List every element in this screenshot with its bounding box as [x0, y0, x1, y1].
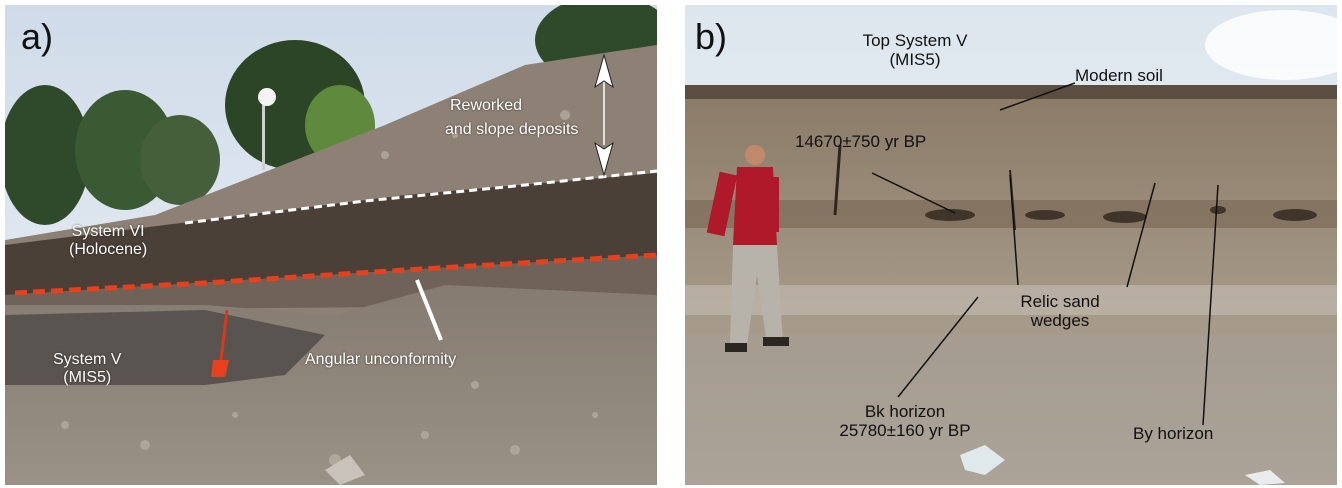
photo-panel-b: b) Top System V (MIS5) Modern soil 14670… [685, 5, 1337, 485]
top-system-v-label: Top System V (MIS5) [835, 31, 995, 69]
system-vi-label: System VI (Holocene) [69, 223, 147, 258]
reworked-line1: Reworked [450, 97, 523, 114]
panel-b-label: b) [695, 16, 728, 57]
system-v-line2: (MIS5) [63, 368, 112, 386]
bk-line2: 25780±160 yr BP [839, 420, 971, 440]
top-system-line2: (MIS5) [889, 49, 941, 69]
outcrop-photo-b [685, 5, 1337, 485]
outcrop-photo-a [5, 5, 657, 485]
system-v-line1: System V [53, 351, 122, 368]
reworked-label: Reworked [450, 97, 522, 115]
system-v-label: System V (MIS5) [53, 351, 121, 386]
bk-line1: Bk horizon [864, 402, 946, 421]
system-vi-line2: (Holocene) [69, 240, 148, 258]
top-system-line1: Top System V [862, 31, 968, 50]
reworked-line2: and slope deposits [445, 121, 579, 138]
relic-line2: wedges [1030, 310, 1090, 330]
relic-sand-wedges-label: Relic sand wedges [985, 292, 1135, 330]
by-horizon-label: By horizon [1133, 424, 1214, 443]
date-upper-label: 14670±750 yr BP [795, 132, 927, 151]
bk-horizon-label: Bk horizon 25780±160 yr BP [825, 402, 985, 440]
panel-a-label: a) [21, 16, 54, 57]
angular-unconformity-label: Angular unconformity [305, 351, 457, 368]
system-vi-line1: System VI [71, 223, 145, 240]
modern-soil-label: Modern soil [1075, 66, 1163, 85]
photo-panel-a: a) Reworked and slope deposits System VI… [5, 5, 657, 485]
relic-line1: Relic sand [1020, 292, 1100, 311]
